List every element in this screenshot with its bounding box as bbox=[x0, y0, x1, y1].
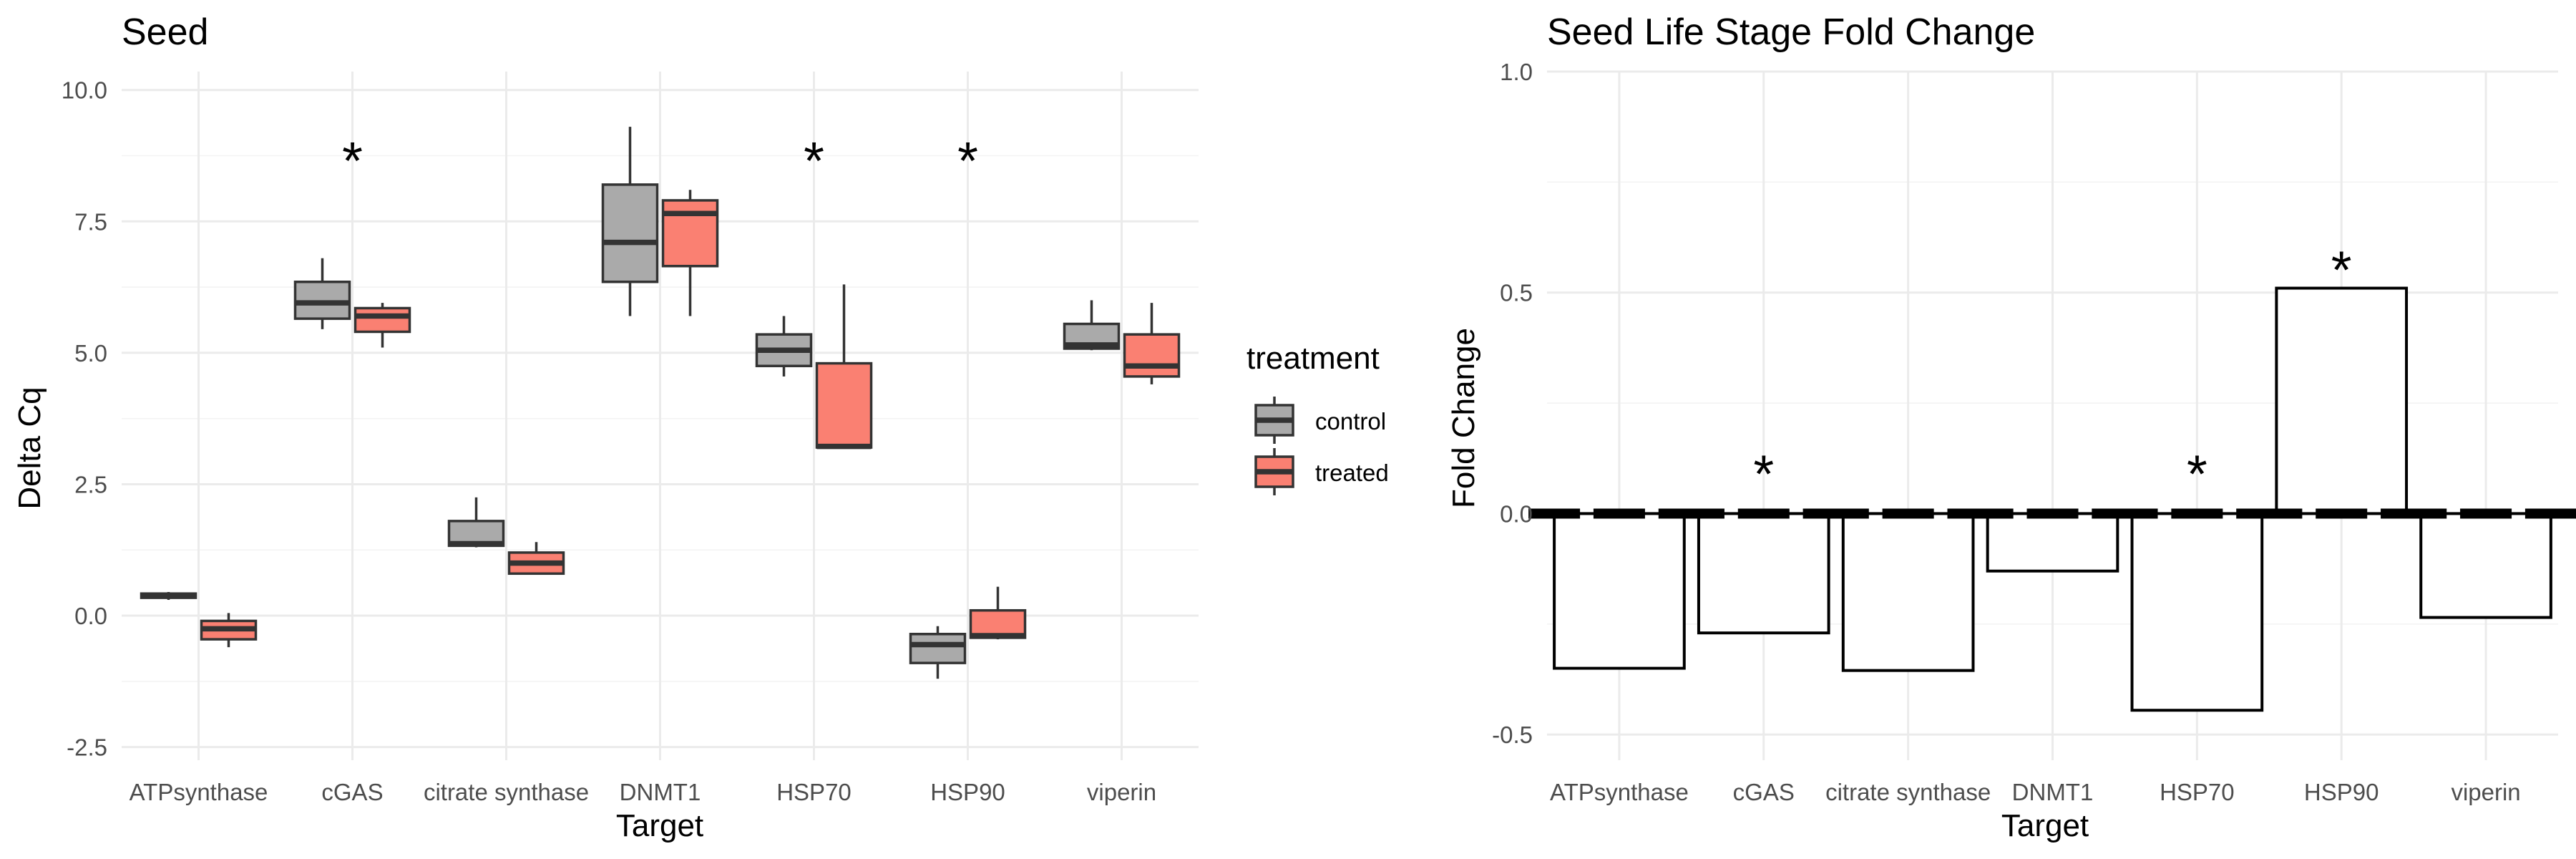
box-plot-title: Seed bbox=[122, 11, 208, 53]
box-body bbox=[1123, 333, 1181, 378]
box-control-viperin bbox=[1063, 300, 1121, 351]
legend-title: treatment bbox=[1246, 341, 1380, 376]
x-tick-label-hsp70: HSP70 bbox=[776, 779, 852, 805]
x-tick-label-dnmt1: DNMT1 bbox=[620, 779, 701, 805]
bar-dnmt1 bbox=[1986, 512, 2119, 573]
box-body bbox=[353, 306, 411, 334]
box-control-hsp70 bbox=[755, 316, 813, 377]
x-tick-label-citrate-synthase: citrate synthase bbox=[1825, 779, 1991, 805]
legend-item-treated: treated bbox=[1254, 448, 1389, 495]
legend-label-treated: treated bbox=[1315, 460, 1389, 486]
y-tick-label: -0.5 bbox=[1492, 722, 1533, 748]
x-tick-label-viperin: viperin bbox=[2451, 779, 2520, 805]
bar-cgas bbox=[1697, 512, 1830, 635]
box-body bbox=[601, 183, 659, 283]
bar-viperin bbox=[2419, 512, 2552, 619]
box-plot-panel: * * * -2.5 0.0 2.5 5.0 7.5 10.0 ATPsynthase cGAS… bbox=[12, 11, 1199, 843]
box-body bbox=[815, 361, 873, 449]
box-treated-viperin bbox=[1123, 303, 1181, 384]
x-tick-label-dnmt1: DNMT1 bbox=[2012, 779, 2094, 805]
fold-change-x-axis-title: Target bbox=[2001, 808, 2089, 843]
bar-hsp90 bbox=[2275, 286, 2409, 515]
significance-star-hsp70: * bbox=[2187, 444, 2207, 503]
x-tick-label-cgas: cGAS bbox=[1733, 779, 1795, 805]
box-treated-dnmt1 bbox=[661, 190, 719, 316]
x-tick-label-atpsynthase: ATPsynthase bbox=[130, 779, 268, 805]
y-tick-label: 0.5 bbox=[1500, 280, 1533, 306]
legend: treatment control treated bbox=[1246, 341, 1389, 495]
y-tick-label: 10.0 bbox=[62, 77, 107, 104]
fold-change-y-axis-title: Fold Change bbox=[1446, 328, 1481, 508]
box-treated-hsp70 bbox=[815, 284, 873, 450]
x-tick-label-atpsynthase: ATPsynthase bbox=[1550, 779, 1689, 805]
y-tick-label: 7.5 bbox=[74, 208, 107, 235]
bar-hsp70 bbox=[2130, 512, 2264, 712]
x-tick-label-cgas: cGAS bbox=[321, 779, 383, 805]
legend-label-control: control bbox=[1315, 408, 1386, 435]
box-plot-y-axis-title: Delta Cq bbox=[12, 387, 47, 509]
box-control-cgas bbox=[293, 258, 351, 329]
box-control-dnmt1 bbox=[601, 127, 659, 316]
box-control-atpsynthase bbox=[140, 592, 197, 601]
significance-star-cgas: * bbox=[342, 131, 363, 190]
significance-star-hsp90: * bbox=[2331, 241, 2352, 300]
x-tick-label-hsp90: HSP90 bbox=[930, 779, 1005, 805]
x-tick-label-hsp90: HSP90 bbox=[2304, 779, 2379, 805]
significance-star-cgas: * bbox=[1753, 444, 1774, 503]
box-treated-atpsynthase bbox=[200, 613, 258, 648]
fold-change-bar-panel: * * * -0.5 0.0 0.5 1.0 ATPsynthase cGAS citrate… bbox=[1446, 11, 2576, 843]
y-tick-label: 2.5 bbox=[74, 471, 107, 498]
bar-citrate-synthase bbox=[1841, 512, 1975, 672]
box-control-hsp90 bbox=[909, 626, 967, 679]
fold-change-title: Seed Life Stage Fold Change bbox=[1547, 11, 2035, 53]
y-tick-label: 0.0 bbox=[1500, 500, 1533, 527]
box-treated-citrate-synthase bbox=[507, 542, 565, 576]
box-plot-x-axis-title: Target bbox=[616, 808, 703, 843]
box-treated-hsp90 bbox=[969, 586, 1027, 640]
x-tick-label-citrate-synthase: citrate synthase bbox=[424, 779, 589, 805]
y-tick-label: -2.5 bbox=[67, 734, 107, 761]
significance-star-hsp90: * bbox=[957, 131, 978, 190]
legend-item-control: control bbox=[1254, 397, 1386, 444]
bar-atpsynthase bbox=[1553, 512, 1686, 670]
y-tick-label: 5.0 bbox=[74, 340, 107, 367]
x-tick-label-viperin: viperin bbox=[1087, 779, 1156, 805]
x-tick-label-hsp70: HSP70 bbox=[2160, 779, 2235, 805]
box-body bbox=[909, 633, 967, 664]
box-body bbox=[661, 199, 719, 268]
significance-star-hsp70: * bbox=[804, 131, 824, 190]
y-tick-label: 0.0 bbox=[74, 603, 107, 629]
box-treated-cgas bbox=[353, 303, 411, 348]
y-tick-label: 1.0 bbox=[1500, 59, 1533, 85]
box-control-citrate-synthase bbox=[447, 497, 505, 548]
